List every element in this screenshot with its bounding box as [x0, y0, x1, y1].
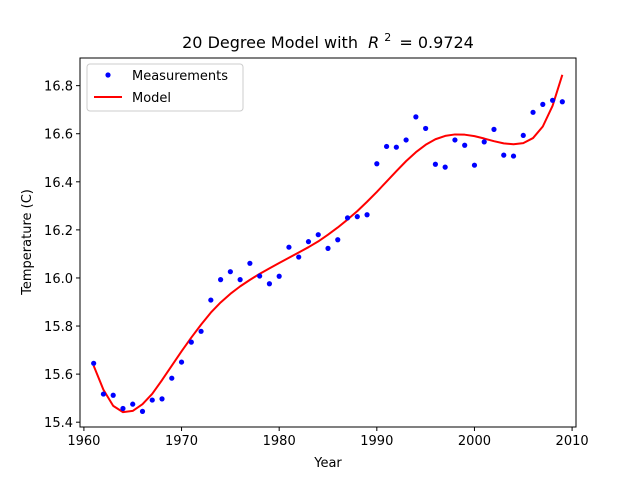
- measurement-point: [325, 245, 331, 251]
- x-tick-label: 1990: [360, 434, 393, 449]
- measurement-point: [510, 153, 517, 159]
- measurement-point: [471, 162, 478, 168]
- legend-box: [86, 63, 244, 112]
- measurement-point: [218, 277, 224, 283]
- legend-model-label: Model: [132, 91, 171, 106]
- measurement-point: [501, 152, 507, 158]
- measurement-point: [481, 139, 487, 145]
- x-axis: 1960 1970 1980 1990 2000 2010: [67, 427, 589, 449]
- model-series: [92, 74, 564, 414]
- measurement-point: [335, 237, 341, 243]
- model-line: [92, 74, 564, 414]
- y-tick-label: 15.4: [44, 416, 73, 431]
- y-tick-label: 16.0: [44, 272, 73, 287]
- measurement-point: [257, 273, 263, 279]
- measurement-point: [520, 132, 526, 139]
- measurement-point: [423, 125, 429, 132]
- chart-title: 20 Degree Model with R 2 = 0.9724: [182, 26, 474, 52]
- measurement-point: [491, 126, 497, 132]
- plot-frame: [79, 57, 577, 428]
- measurement-point: [452, 137, 458, 143]
- measurement-point: [208, 297, 214, 303]
- measurement-point: [139, 408, 146, 414]
- measurement-point: [540, 101, 546, 107]
- measurement-point: [159, 396, 165, 402]
- plot-area: [91, 74, 565, 414]
- measurement-point: [432, 161, 438, 167]
- y-tick-label: 16.4: [44, 176, 73, 191]
- y-tick-label: 16.2: [44, 224, 73, 239]
- measurement-point: [374, 161, 380, 167]
- legend-measurements-label: Measurements: [132, 69, 228, 84]
- legend: Measurements Model: [86, 63, 244, 112]
- measurement-point: [266, 281, 273, 287]
- y-tick-label: 15.6: [44, 368, 73, 383]
- y-tick-label: 16.6: [44, 128, 73, 143]
- measurement-point: [354, 214, 360, 220]
- measurement-point: [91, 360, 97, 366]
- measurement-point: [100, 391, 107, 397]
- legend-measurements-marker: [105, 72, 111, 78]
- measurement-point: [286, 244, 292, 250]
- measurement-point: [305, 239, 312, 245]
- measurement-point: [530, 109, 536, 115]
- y-axis: 15.4 15.6 15.8 16.0 16.2 16.4 16.6 16.8: [44, 80, 80, 431]
- x-tick-label: 2000: [458, 434, 491, 449]
- measurement-point: [315, 232, 321, 238]
- measurement-point: [296, 254, 302, 260]
- measurement-point: [559, 99, 565, 105]
- x-axis-label: Year: [313, 456, 342, 471]
- measurement-point: [393, 144, 399, 150]
- title-prefix: 20 Degree Model with: [182, 33, 358, 52]
- x-tick-label: 1970: [165, 434, 198, 449]
- measurement-point: [344, 215, 351, 221]
- measurement-point: [442, 164, 448, 170]
- measurements-series: [91, 97, 565, 414]
- measurement-point: [413, 114, 419, 120]
- y-tick-label: 15.8: [44, 320, 73, 335]
- measurement-point: [169, 375, 175, 381]
- measurement-point: [188, 339, 194, 345]
- y-tick-label: 16.8: [44, 80, 73, 95]
- x-tick-label: 2010: [556, 434, 589, 449]
- measurement-point: [403, 137, 409, 143]
- measurement-point: [462, 142, 468, 148]
- measurement-point: [149, 397, 155, 403]
- measurement-point: [247, 260, 253, 266]
- measurement-point: [364, 212, 370, 218]
- x-tick-label: 1980: [263, 434, 296, 449]
- measurement-point: [198, 328, 204, 334]
- measurement-point: [227, 269, 233, 275]
- measurement-point: [178, 359, 185, 365]
- measurement-point: [276, 273, 282, 279]
- measurement-point: [237, 277, 243, 283]
- measurement-point: [549, 97, 556, 103]
- measurement-point: [130, 401, 136, 407]
- title-r-value: = 0.9724: [399, 33, 473, 52]
- title-r-symbol: R: [368, 33, 379, 52]
- title-r-exponent: 2: [384, 31, 391, 44]
- y-axis-label: Temperature (C): [20, 189, 35, 296]
- measurement-point: [120, 405, 126, 412]
- measurement-point: [110, 392, 116, 398]
- measurement-point: [383, 143, 390, 150]
- x-tick-label: 1960: [67, 434, 100, 449]
